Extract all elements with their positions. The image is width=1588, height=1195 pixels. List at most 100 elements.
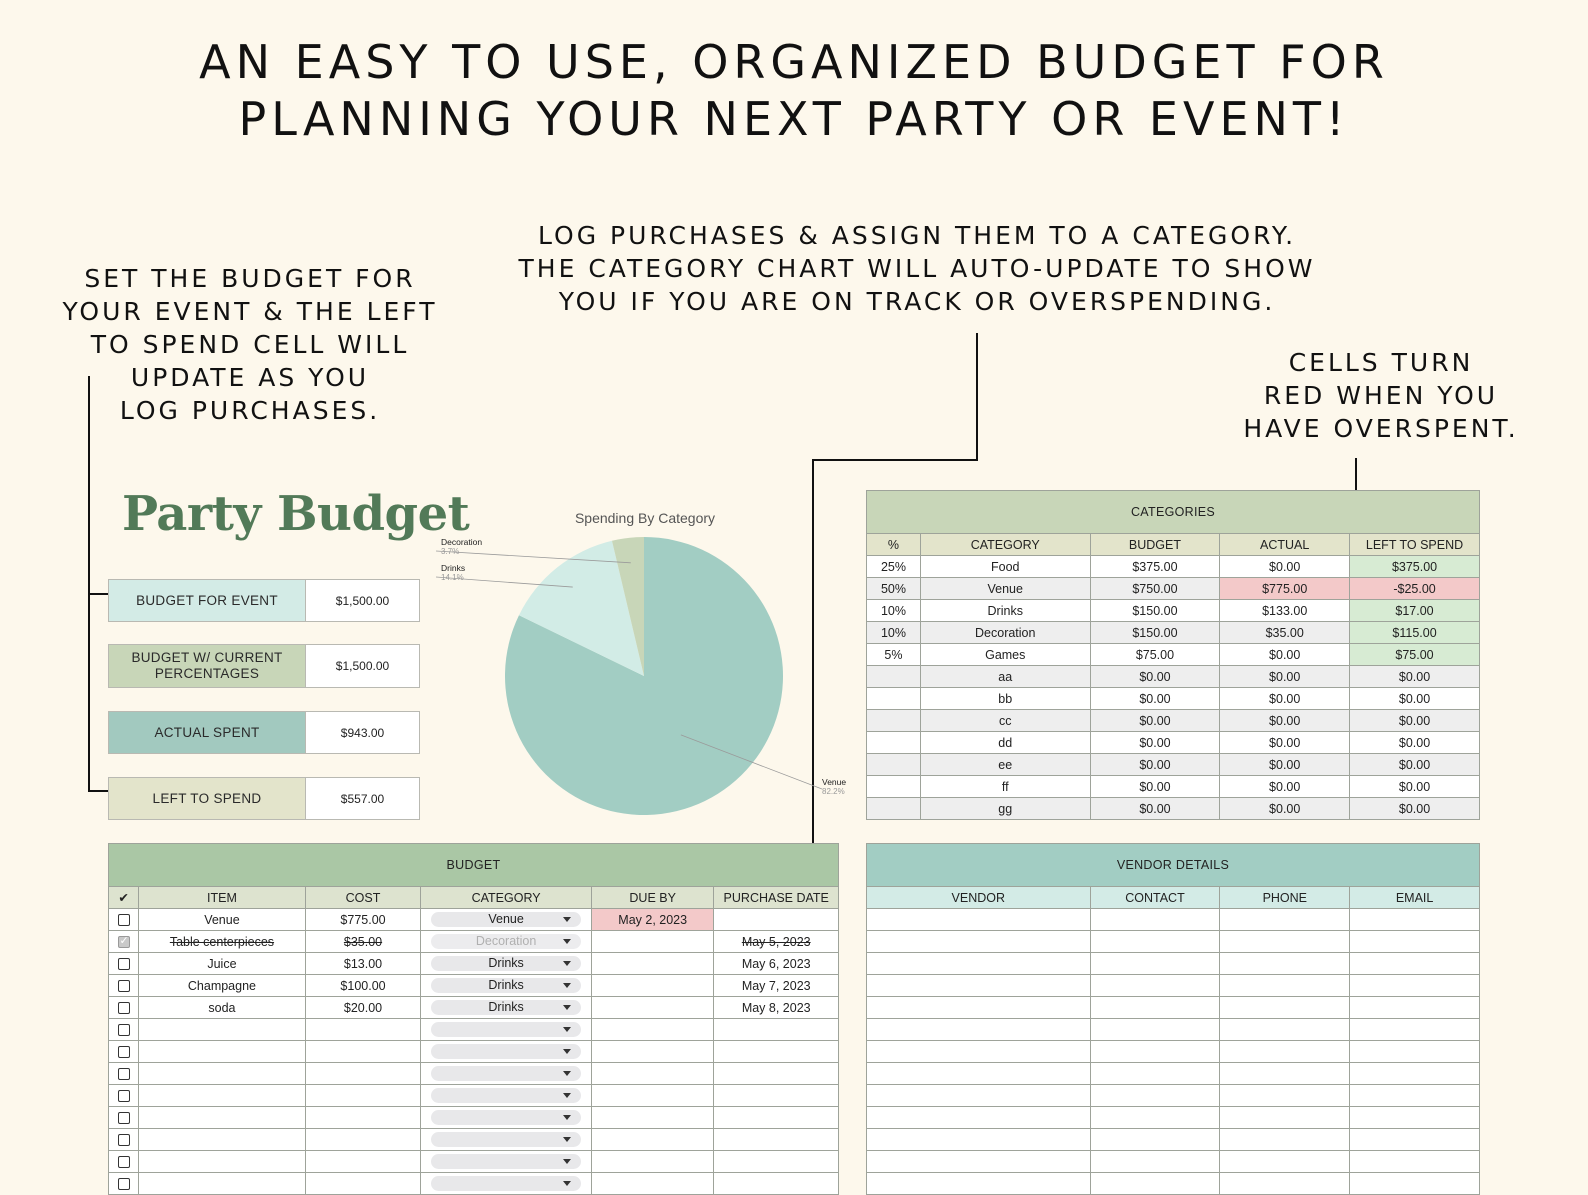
email-cell[interactable] [1349,908,1480,931]
category-cell[interactable] [420,1106,592,1129]
email-cell[interactable] [1349,1062,1480,1085]
purchased-checkbox[interactable] [117,1178,130,1191]
vendor-cell[interactable] [866,930,1091,953]
contact-cell[interactable] [1089,930,1221,953]
cat-left-cell[interactable]: $17.00 [1349,599,1480,622]
phone-cell[interactable] [1219,1084,1351,1107]
contact-cell[interactable] [1089,1040,1221,1063]
cat-actual-cell[interactable]: $0.00 [1219,665,1351,688]
purchase-date-cell[interactable]: May 8, 2023 [713,996,839,1019]
contact-cell[interactable] [1089,1062,1221,1085]
cat-left-cell[interactable]: $115.00 [1349,621,1480,644]
summary-value-input[interactable]: $1,500.00 [306,580,419,621]
purchased-checkbox-cell[interactable] [107,952,140,975]
cost-cell[interactable]: $20.00 [304,996,422,1019]
cat-pct-cell[interactable]: 50% [866,577,921,600]
cost-cell[interactable]: $100.00 [304,974,422,997]
purchased-checkbox-cell[interactable] [107,1062,140,1085]
vendor-cell[interactable] [866,908,1091,931]
purchased-checkbox[interactable] [117,1156,130,1169]
cat-left-cell[interactable]: $0.00 [1349,709,1480,732]
contact-cell[interactable] [1089,996,1221,1019]
contact-cell[interactable] [1089,952,1221,975]
cat-left-cell[interactable]: $0.00 [1349,665,1480,688]
category-cell[interactable] [420,1040,592,1063]
category-dropdown[interactable] [431,1176,582,1192]
vendor-cell[interactable] [866,1172,1091,1195]
category-cell[interactable] [420,1128,592,1151]
category-dropdown[interactable] [431,1132,582,1148]
purchase-date-cell[interactable]: May 5, 2023 [713,930,839,953]
cat-left-cell[interactable]: -$25.00 [1349,577,1480,600]
cat-budget-cell[interactable]: $0.00 [1089,665,1221,688]
cat-pct-cell[interactable] [866,665,921,688]
cost-cell[interactable] [304,1084,422,1107]
cat-pct-cell[interactable]: 5% [866,643,921,666]
category-cell[interactable] [420,1172,592,1195]
purchased-checkbox-cell[interactable] [107,1172,140,1195]
category-cell[interactable] [420,1150,592,1173]
category-dropdown[interactable]: Drinks [431,1000,582,1016]
email-cell[interactable] [1349,930,1480,953]
category-cell[interactable]: Decoration [420,930,592,953]
cat-actual-cell[interactable]: $0.00 [1219,555,1351,578]
phone-cell[interactable] [1219,1106,1351,1129]
email-cell[interactable] [1349,1106,1480,1129]
category-cell[interactable]: Drinks [420,996,592,1019]
vendor-cell[interactable] [866,1062,1091,1085]
contact-cell[interactable] [1089,1172,1221,1195]
cat-pct-cell[interactable] [866,731,921,754]
due-by-cell[interactable] [590,1040,715,1063]
item-cell[interactable] [138,1018,306,1041]
cost-cell[interactable] [304,1062,422,1085]
cost-cell[interactable] [304,1128,422,1151]
item-cell[interactable]: Table centerpieces [138,930,306,953]
due-by-cell[interactable] [590,1062,715,1085]
email-cell[interactable] [1349,952,1480,975]
phone-cell[interactable] [1219,1018,1351,1041]
purchased-checkbox[interactable] [117,1046,130,1059]
cat-name-cell[interactable]: Decoration [919,621,1091,644]
cat-pct-cell[interactable]: 10% [866,599,921,622]
item-cell[interactable] [138,1062,306,1085]
category-cell[interactable] [420,1018,592,1041]
cat-pct-cell[interactable] [866,709,921,732]
cat-name-cell[interactable]: bb [919,687,1091,710]
cat-budget-cell[interactable]: $0.00 [1089,687,1221,710]
cost-cell[interactable] [304,1040,422,1063]
purchase-date-cell[interactable]: May 6, 2023 [713,952,839,975]
phone-cell[interactable] [1219,908,1351,931]
cat-budget-cell[interactable]: $150.00 [1089,599,1221,622]
cat-actual-cell[interactable]: $0.00 [1219,731,1351,754]
due-by-cell[interactable] [590,1084,715,1107]
purchase-date-cell[interactable] [713,1172,839,1195]
cost-cell[interactable]: $775.00 [304,908,422,931]
cat-name-cell[interactable]: Venue [919,577,1091,600]
category-dropdown[interactable]: Decoration [431,934,582,950]
item-cell[interactable] [138,1106,306,1129]
contact-cell[interactable] [1089,1084,1221,1107]
purchased-checkbox[interactable] [117,914,130,927]
cat-left-cell[interactable]: $375.00 [1349,555,1480,578]
purchase-date-cell[interactable] [713,1128,839,1151]
purchase-date-cell[interactable] [713,908,839,931]
email-cell[interactable] [1349,1150,1480,1173]
cat-name-cell[interactable]: dd [919,731,1091,754]
purchased-checkbox[interactable] [117,1090,130,1103]
due-by-cell[interactable] [590,930,715,953]
phone-cell[interactable] [1219,974,1351,997]
purchase-date-cell[interactable] [713,1062,839,1085]
cat-left-cell[interactable]: $0.00 [1349,797,1480,820]
category-dropdown[interactable]: Venue [431,912,582,928]
due-by-cell[interactable] [590,952,715,975]
cost-cell[interactable] [304,1172,422,1195]
cost-cell[interactable]: $35.00 [304,930,422,953]
contact-cell[interactable] [1089,1106,1221,1129]
cat-actual-cell[interactable]: $133.00 [1219,599,1351,622]
cat-pct-cell[interactable]: 25% [866,555,921,578]
cat-budget-cell[interactable]: $375.00 [1089,555,1221,578]
vendor-cell[interactable] [866,974,1091,997]
cat-budget-cell[interactable]: $0.00 [1089,709,1221,732]
item-cell[interactable] [138,1150,306,1173]
contact-cell[interactable] [1089,974,1221,997]
